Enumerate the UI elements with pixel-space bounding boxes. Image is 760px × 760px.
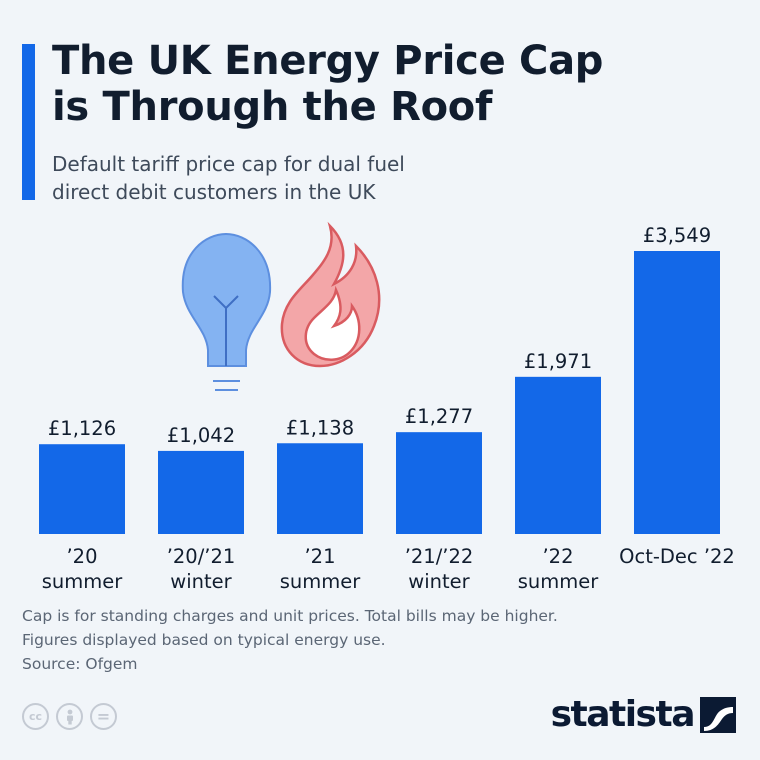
category-label-3-1: winter xyxy=(408,570,470,593)
chart-title: The UK Energy Price Cap is Through the R… xyxy=(52,38,742,130)
bar-0 xyxy=(39,444,125,534)
bar-2 xyxy=(277,443,363,534)
brand-name: statista xyxy=(550,694,696,735)
category-label-5-0: Oct-Dec ’22 xyxy=(619,545,735,568)
license-icons: cc = xyxy=(22,703,117,730)
bar-3 xyxy=(396,432,482,534)
light-bulb-icon xyxy=(181,232,272,391)
subtitle-line-2: direct debit customers in the UK xyxy=(52,180,376,204)
attribution-icon[interactable] xyxy=(56,703,83,730)
category-label-4-1: summer xyxy=(518,570,600,593)
category-label-0-0: ’20 xyxy=(66,545,97,568)
category-label-2-1: summer xyxy=(280,570,362,593)
subtitle-line-1: Default tariff price cap for dual fuel xyxy=(52,152,405,176)
value-label-2: £1,138 xyxy=(286,416,354,439)
flame-icon xyxy=(280,221,381,368)
value-label-0: £1,126 xyxy=(48,417,116,440)
bar-chart: £1,126’20summer£1,042’20/’21winter£1,138… xyxy=(39,221,735,593)
accent-bar xyxy=(22,44,35,200)
title-line-1: The UK Energy Price Cap xyxy=(52,38,604,84)
no-derivatives-icon[interactable]: = xyxy=(90,703,117,730)
bar-4 xyxy=(515,376,601,534)
category-label-4-0: ’22 xyxy=(542,545,573,568)
category-label-1-0: ’20/’21 xyxy=(167,545,236,568)
chart-subtitle: Default tariff price cap for dual fuel d… xyxy=(52,150,702,206)
category-label-1-1: winter xyxy=(170,570,232,593)
source-note: Source: Ofgem xyxy=(22,655,138,673)
category-label-3-0: ’21/’22 xyxy=(405,545,474,568)
value-label-1: £1,042 xyxy=(167,424,235,447)
category-label-2-0: ’21 xyxy=(304,545,335,568)
category-label-0-1: summer xyxy=(42,570,124,593)
title-line-2: is Through the Roof xyxy=(52,84,493,130)
statista-brand[interactable]: statista xyxy=(551,694,736,735)
bar-5 xyxy=(634,251,720,534)
note-line-2: Figures displayed based on typical energ… xyxy=(22,631,386,649)
value-label-4: £1,971 xyxy=(524,350,592,373)
value-label-3: £1,277 xyxy=(405,405,473,428)
statista-logo-icon xyxy=(700,696,736,733)
note-line-1: Cap is for standing charges and unit pri… xyxy=(22,607,558,625)
footnote: Cap is for standing charges and unit pri… xyxy=(22,604,742,676)
bar-1 xyxy=(158,450,244,534)
value-label-5: £3,549 xyxy=(643,224,711,247)
cc-icon[interactable]: cc xyxy=(22,703,49,730)
